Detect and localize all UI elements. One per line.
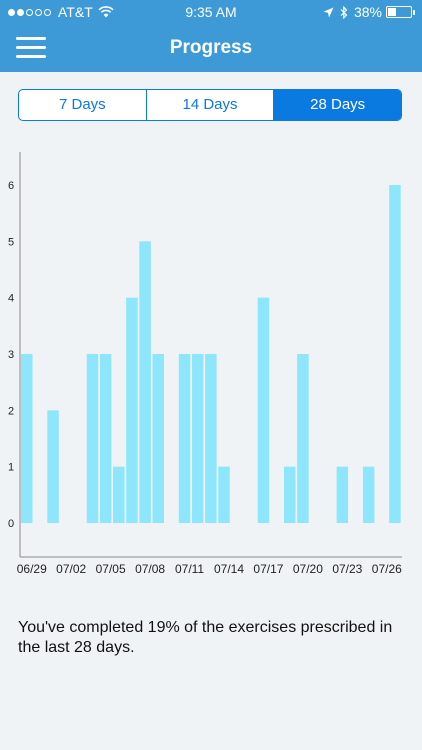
navigation-bar: Progress (0, 24, 422, 72)
bar-chart: 0 1 2 3 4 5 6 06/29 07/02 07/05 07/08 07/11 07/14 07/… (8, 152, 402, 576)
y-tick-label: 2 (8, 405, 14, 417)
status-time: 9:35 AM (185, 4, 237, 20)
chart-bar (218, 466, 230, 523)
chart-bar (389, 185, 401, 523)
completion-summary: You've completed 19% of the exercises pr… (18, 619, 393, 656)
y-tick-label: 6 (8, 180, 14, 192)
signal-strength-icon (8, 8, 53, 16)
battery-nub (413, 10, 415, 15)
status-left: AT&T (8, 0, 114, 24)
chart-bar (126, 297, 138, 523)
chart-bar (152, 354, 164, 523)
x-tick-label: 07/14 (214, 562, 244, 576)
battery-fill (388, 8, 397, 16)
chart-bar (336, 466, 349, 523)
chart-bar (191, 354, 204, 523)
x-tick-label: 07/20 (293, 562, 323, 576)
chart-bar (297, 354, 309, 523)
y-tick-label: 5 (8, 236, 14, 248)
x-tick-label: 07/23 (332, 562, 362, 576)
wifi-icon (98, 6, 114, 18)
status-right: 38% (323, 0, 415, 24)
status-bar: AT&T 9:35 AM 38% (0, 0, 422, 24)
chart-bar (21, 354, 33, 523)
hamburger-menu-icon[interactable] (16, 37, 46, 59)
signal-dot (35, 8, 42, 16)
range-segmented-control: 7 Days 14 Days 28 Days (18, 89, 402, 121)
page-title: Progress (169, 37, 253, 58)
chart-bar (139, 241, 151, 523)
chart-bar (257, 297, 270, 523)
signal-dot (26, 8, 33, 16)
signal-dot (17, 8, 24, 16)
y-tick-label: 3 (8, 349, 14, 361)
location-arrow-icon (323, 7, 334, 17)
chart-bar (284, 466, 296, 523)
y-tick-label: 0 (8, 518, 14, 530)
y-tick-label: 4 (8, 293, 14, 305)
signal-dot (44, 8, 51, 16)
signal-dot (8, 8, 15, 16)
x-tick-label: 07/17 (253, 562, 283, 576)
x-tick-label: 07/05 (96, 562, 126, 576)
x-tick-label: 07/11 (175, 562, 204, 576)
menu-line (16, 55, 46, 58)
chart-bar (205, 354, 217, 523)
x-tick-label: 07/26 (372, 562, 402, 576)
x-tick-label: 07/02 (56, 562, 86, 576)
tab-14-days[interactable]: 14 Days (147, 90, 275, 120)
chart-bar (362, 466, 375, 523)
bluetooth-icon (340, 5, 348, 19)
chart-bar (47, 410, 59, 523)
progress-chart: 0 1 2 3 4 5 6 06/29 07/02 07/05 07/08 07/11 07/14 07/… (0, 140, 422, 585)
x-tick-label: 06/29 (17, 562, 47, 576)
chart-bar (99, 354, 112, 523)
chart-bar (178, 354, 191, 523)
chart-bar (113, 466, 125, 523)
carrier-label: AT&T (58, 4, 93, 20)
tab-28-days[interactable]: 28 Days (274, 90, 401, 120)
battery-percent: 38% (353, 4, 382, 20)
menu-line (16, 37, 46, 40)
menu-line (16, 46, 46, 49)
x-tick-label: 07/08 (135, 562, 165, 576)
tab-7-days[interactable]: 7 Days (19, 90, 147, 120)
app-header: AT&T 9:35 AM 38% (0, 0, 422, 72)
chart-bar (86, 354, 99, 523)
battery-icon (386, 6, 415, 18)
y-tick-label: 1 (8, 462, 14, 474)
